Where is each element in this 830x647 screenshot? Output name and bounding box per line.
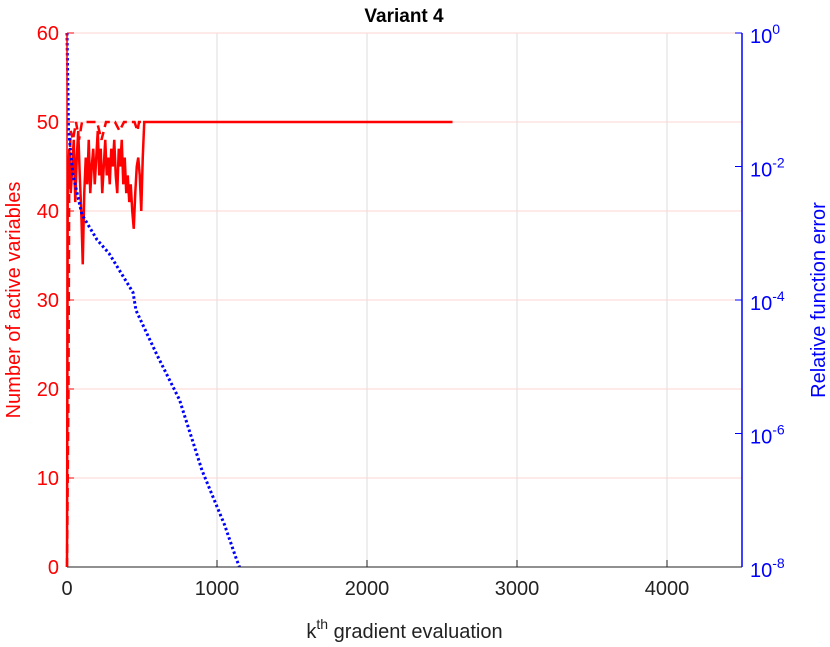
y-tick-label: 40 bbox=[37, 201, 59, 223]
y2-tick-label: 10-6​ bbox=[750, 422, 785, 449]
y-tick-label: 10 bbox=[37, 468, 59, 490]
y-tick-label: 0 bbox=[48, 557, 59, 579]
x-tick-label: 4000 bbox=[645, 578, 690, 600]
series-line bbox=[65, 120, 144, 568]
y2-tick-label: 10-8​ bbox=[750, 555, 785, 582]
y-tick-label: 20 bbox=[37, 379, 59, 401]
x-tick-label: 0 bbox=[61, 578, 72, 600]
y2-tick-label: 10-4​ bbox=[750, 288, 785, 315]
y-tick-label: 50 bbox=[37, 112, 59, 134]
chart-title: Variant 4 bbox=[364, 6, 444, 27]
x-axis-label: kth​ gradient evaluation bbox=[306, 616, 502, 643]
x-tick-label: 2000 bbox=[345, 578, 390, 600]
series-line bbox=[65, 32, 241, 568]
y2-tick-label: 100​ bbox=[750, 21, 780, 48]
y2-tick-label: 10-2​ bbox=[750, 155, 785, 182]
y-axis-label: Number of active variables bbox=[3, 182, 25, 419]
y2-axis-label: Relative function error bbox=[808, 202, 830, 398]
y-tick-label: 60 bbox=[37, 23, 59, 45]
x-tick-label: 1000 bbox=[195, 578, 240, 600]
x-tick-label: 3000 bbox=[495, 578, 540, 600]
y-tick-label: 30 bbox=[37, 290, 59, 312]
series-line bbox=[65, 120, 453, 568]
